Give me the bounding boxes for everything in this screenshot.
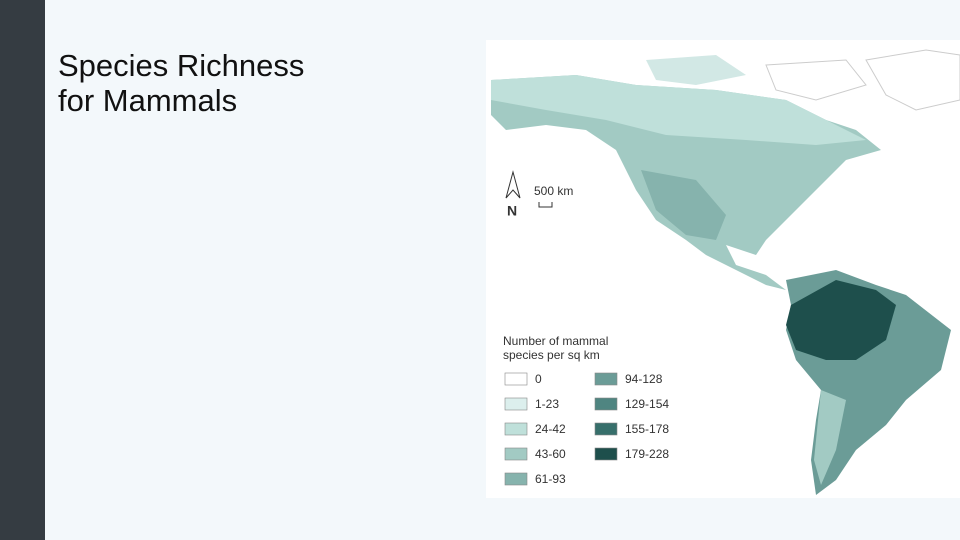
north-america-west bbox=[641, 170, 726, 240]
legend-title: Number of mammal bbox=[503, 334, 608, 348]
legend-label: 1-23 bbox=[535, 397, 559, 411]
greenland bbox=[865, 49, 960, 111]
north-label: N bbox=[507, 203, 517, 219]
title-line: Species Richness bbox=[58, 48, 305, 83]
legend-swatch bbox=[594, 397, 618, 411]
legend-label: 179-228 bbox=[625, 447, 669, 461]
scale-bar bbox=[538, 202, 553, 208]
legend-label: 61-93 bbox=[535, 472, 566, 486]
legend-label: 0 bbox=[535, 372, 542, 386]
side-bar bbox=[0, 0, 45, 540]
legend-swatch bbox=[504, 372, 528, 386]
amazon bbox=[786, 280, 896, 360]
legend-label: 43-60 bbox=[535, 447, 566, 461]
legend-label: 94-128 bbox=[625, 372, 663, 386]
north-arrow bbox=[505, 170, 521, 199]
legend-swatch bbox=[504, 472, 528, 486]
slide-title: Species Richness for Mammals bbox=[58, 48, 304, 118]
map: N 500 km Number of mammal species per sq… bbox=[486, 40, 960, 498]
legend-swatch bbox=[594, 372, 618, 386]
scale-label: 500 km bbox=[534, 184, 573, 198]
legend-title: species per sq km bbox=[503, 348, 600, 362]
legend-swatch bbox=[504, 447, 528, 461]
legend-label: 155-178 bbox=[625, 422, 669, 436]
legend-swatch bbox=[594, 447, 618, 461]
legend: 0 1-23 24-42 43-60 61-93 94-128 129-154 155-178… bbox=[504, 372, 669, 486]
legend-swatch bbox=[504, 397, 528, 411]
arctic-islands bbox=[646, 55, 746, 85]
legend-swatch bbox=[594, 422, 618, 436]
arctic-islands bbox=[765, 59, 867, 101]
legend-swatch bbox=[504, 422, 528, 436]
legend-label: 129-154 bbox=[625, 397, 669, 411]
south-cone bbox=[814, 390, 846, 485]
legend-label: 24-42 bbox=[535, 422, 566, 436]
title-line: for Mammals bbox=[58, 83, 238, 118]
north-america-north bbox=[491, 75, 866, 145]
